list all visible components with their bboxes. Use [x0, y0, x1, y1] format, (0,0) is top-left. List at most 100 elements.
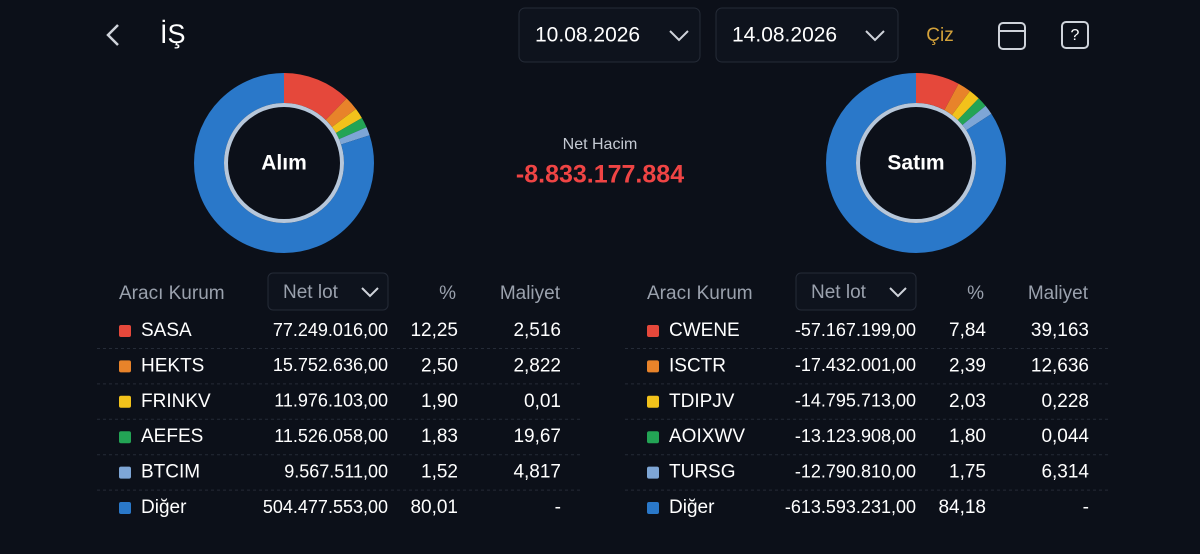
percent: 1,90: [421, 391, 458, 412]
date-to: 14.08.2026: [732, 24, 837, 47]
chevron: [361, 287, 379, 298]
cost: 0,01: [524, 391, 561, 412]
net-lot: -57.167.199,00: [795, 320, 916, 340]
date-from: 10.08.2026: [535, 24, 640, 47]
broker-name: SASA: [141, 320, 192, 341]
column-header: Aracı Kurum: [647, 283, 753, 304]
date-box: [518, 7, 701, 63]
draw-button[interactable]: Çiz: [926, 25, 953, 46]
net-lot: 11.526.058,00: [274, 426, 388, 446]
percent: 1,83: [421, 426, 458, 447]
percent: 84,18: [938, 497, 986, 518]
broker-name: FRINKV: [141, 391, 211, 412]
page-title: İŞ: [160, 18, 186, 49]
column-header: Maliyet: [1028, 283, 1089, 304]
help-button[interactable]: ?: [1061, 21, 1089, 49]
date-to-picker[interactable]: 14.08.2026: [715, 7, 899, 63]
help-icon: [1061, 21, 1089, 49]
cost: 2,822: [513, 355, 561, 376]
net-lot: 9.567.511,00: [284, 461, 388, 481]
net-lot-dropdown[interactable]: Net lot: [795, 272, 917, 311]
percent: 80,01: [410, 497, 458, 518]
percent: 1,52: [421, 462, 458, 483]
legend-swatch: [647, 360, 659, 373]
legend-swatch: [647, 502, 659, 514]
donut-label: Alım: [261, 152, 307, 175]
percent: 1,80: [949, 426, 986, 447]
cost: 12,636: [1031, 355, 1089, 376]
net-lot: 15.752.636,00: [273, 355, 388, 375]
percent: 7,84: [949, 320, 986, 341]
donut-center: [224, 103, 344, 223]
broker-name: Diğer: [669, 497, 715, 518]
percent: 1,75: [949, 462, 986, 483]
legend-swatch: [647, 431, 659, 444]
legend-swatch: [119, 466, 131, 479]
net-lot: -17.432.001,00: [795, 355, 916, 375]
broker-name: TDIPJV: [669, 391, 735, 412]
column-header: Net lot: [283, 282, 339, 303]
percent: 2,39: [949, 355, 986, 376]
column-header: %: [439, 283, 456, 304]
calendar-button[interactable]: [998, 22, 1026, 50]
cost: -: [1083, 497, 1089, 518]
cost: 4,817: [513, 462, 561, 483]
column-header: Net lot: [811, 282, 867, 303]
net-label: Net Hacim: [563, 136, 638, 153]
broker-name: BTCIM: [141, 462, 200, 483]
cost: 2,516: [513, 320, 561, 341]
legend-swatch: [119, 502, 131, 514]
percent: 12,25: [410, 320, 458, 341]
legend-swatch: [647, 466, 659, 479]
broker-name: Diğer: [141, 497, 187, 518]
chevron: [889, 287, 907, 298]
legend-swatch: [647, 325, 659, 337]
net-lot: 504.477.553,00: [263, 497, 388, 517]
column-header: Maliyet: [500, 283, 561, 304]
back-button[interactable]: [106, 24, 119, 46]
broker-name: CWENE: [669, 320, 740, 341]
column-header: %: [967, 283, 984, 304]
net-lot: 77.249.016,00: [273, 320, 388, 340]
broker-name: TURSG: [669, 462, 736, 483]
net-value: -8.833.177.884: [516, 161, 684, 189]
chevron: [865, 30, 885, 42]
donut-label: Satım: [887, 152, 944, 175]
percent: 2,03: [949, 391, 986, 412]
donut-center: [856, 103, 976, 223]
cost: 0,228: [1041, 391, 1089, 412]
legend-swatch: [119, 325, 131, 337]
column-header: Aracı Kurum: [119, 283, 225, 304]
cost: 19,67: [513, 426, 561, 447]
net-lot: -613.593.231,00: [785, 497, 916, 517]
date-from-picker[interactable]: 10.08.2026: [518, 7, 701, 63]
dropdown-box: [795, 272, 917, 311]
donut-segment: [194, 73, 374, 253]
chevron: [669, 30, 689, 42]
cost: 6,314: [1041, 462, 1089, 483]
legend-swatch: [647, 395, 659, 408]
net-lot: 11.976.103,00: [274, 391, 388, 411]
net-lot-dropdown[interactable]: Net lot: [267, 272, 389, 311]
legend-swatch: [119, 360, 131, 373]
legend-swatch: [119, 395, 131, 408]
net-lot: -13.123.908,00: [795, 426, 916, 446]
cost: 39,163: [1031, 320, 1089, 341]
legend-swatch: [119, 431, 131, 444]
dropdown-box: [267, 272, 389, 311]
help-icon: ?: [1071, 27, 1080, 44]
broker-name: HEKTS: [141, 355, 204, 376]
date-box: [715, 7, 899, 63]
net-lot: -12.790.810,00: [795, 461, 916, 481]
broker-name: AEFES: [141, 426, 203, 447]
cost: -: [555, 497, 561, 518]
donut-segment: [826, 73, 1006, 253]
net-lot: -14.795.713,00: [795, 391, 916, 411]
broker-name: AOIXWV: [669, 426, 745, 447]
cost: 0,044: [1041, 426, 1089, 447]
broker-name: ISCTR: [669, 355, 726, 376]
calendar-icon: [998, 22, 1026, 50]
percent: 2,50: [421, 355, 458, 376]
